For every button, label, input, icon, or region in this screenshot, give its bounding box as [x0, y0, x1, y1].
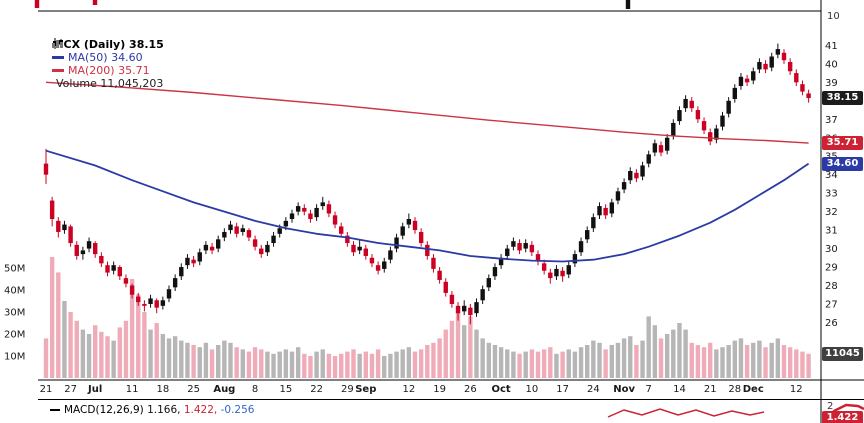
svg-text:30: 30: [825, 244, 838, 255]
svg-text:33: 33: [825, 189, 838, 200]
ma50-axis-box: 34.60: [822, 156, 863, 171]
volume-legend-label: Volume 11,045,203: [56, 77, 164, 90]
svg-text:24: 24: [587, 384, 600, 395]
svg-text:31: 31: [825, 226, 838, 237]
ma200-line-swatch: [52, 69, 64, 72]
macd-name: MACD(12,26,9): [64, 404, 144, 416]
svg-text:Aug: Aug: [213, 384, 235, 395]
symbol-legend-label: FCX (Daily) 38.15: [56, 38, 164, 51]
volume-legend-row: Volume 11,045,203: [52, 40, 164, 90]
svg-text:40: 40: [825, 59, 838, 70]
svg-text:17: 17: [556, 384, 569, 395]
macd-axis-box: 1.422: [822, 411, 863, 423]
svg-text:18: 18: [156, 384, 169, 395]
svg-text:14: 14: [673, 384, 686, 395]
svg-text:28: 28: [728, 384, 741, 395]
svg-text:15: 15: [279, 384, 292, 395]
svg-text:28: 28: [825, 281, 838, 292]
svg-text:29: 29: [341, 384, 354, 395]
svg-text:19: 19: [433, 384, 446, 395]
svg-text:22: 22: [310, 384, 323, 395]
macd-legend: MACD(12,26,9) 1.166, 1.422, -0.256: [50, 404, 254, 416]
svg-text:12: 12: [790, 384, 803, 395]
ma200-legend-row: MA(200) 35.71: [52, 64, 164, 77]
upper-panel-scale-label: 10: [827, 11, 840, 22]
symbol-legend-row: FCX (Daily) 38.15: [52, 38, 164, 51]
svg-text:Sep: Sep: [355, 384, 376, 395]
svg-text:Jul: Jul: [87, 384, 102, 395]
svg-text:8: 8: [252, 384, 258, 395]
macd-value-2: 1.422,: [183, 404, 218, 416]
svg-text:11: 11: [126, 384, 139, 395]
svg-text:32: 32: [825, 207, 838, 218]
svg-text:39: 39: [825, 78, 838, 89]
svg-text:27: 27: [825, 299, 838, 310]
svg-text:Nov: Nov: [613, 384, 635, 395]
svg-text:50M: 50M: [4, 264, 25, 275]
macd-line-swatch: [50, 409, 60, 411]
ma50-line-swatch: [52, 56, 64, 59]
svg-text:21: 21: [704, 384, 717, 395]
svg-text:7: 7: [646, 384, 652, 395]
volume-axis-box: 11045: [822, 346, 863, 361]
svg-text:12: 12: [402, 384, 415, 395]
chart-legend: FCX (Daily) 38.15 MA(50) 34.60 MA(200) 3…: [52, 38, 164, 90]
svg-text:26: 26: [464, 384, 477, 395]
svg-text:10M: 10M: [4, 352, 25, 363]
svg-text:29: 29: [825, 263, 838, 274]
ma50-legend-row: MA(50) 34.60: [52, 51, 164, 64]
svg-text:30M: 30M: [4, 308, 25, 319]
svg-text:21: 21: [40, 384, 53, 395]
svg-text:41: 41: [825, 41, 838, 52]
svg-text:34: 34: [825, 170, 838, 181]
last-price-axis-box: 38.15: [822, 91, 863, 106]
svg-text:40M: 40M: [4, 286, 25, 297]
svg-text:Dec: Dec: [743, 384, 764, 395]
svg-text:20M: 20M: [4, 330, 25, 341]
svg-text:37: 37: [825, 115, 838, 126]
ma200-axis-box: 35.71: [822, 136, 863, 151]
ma200-legend-label: MA(200) 35.71: [68, 64, 150, 77]
svg-text:Oct: Oct: [491, 384, 510, 395]
svg-text:27: 27: [64, 384, 77, 395]
macd-value-3: -0.256: [220, 404, 255, 416]
macd-value-1: 1.166,: [147, 404, 181, 416]
ma50-legend-label: MA(50) 34.60: [68, 51, 143, 64]
macd-scale-label: 2: [827, 401, 834, 412]
svg-text:10: 10: [525, 384, 538, 395]
svg-text:25: 25: [187, 384, 200, 395]
svg-text:26: 26: [825, 318, 838, 329]
